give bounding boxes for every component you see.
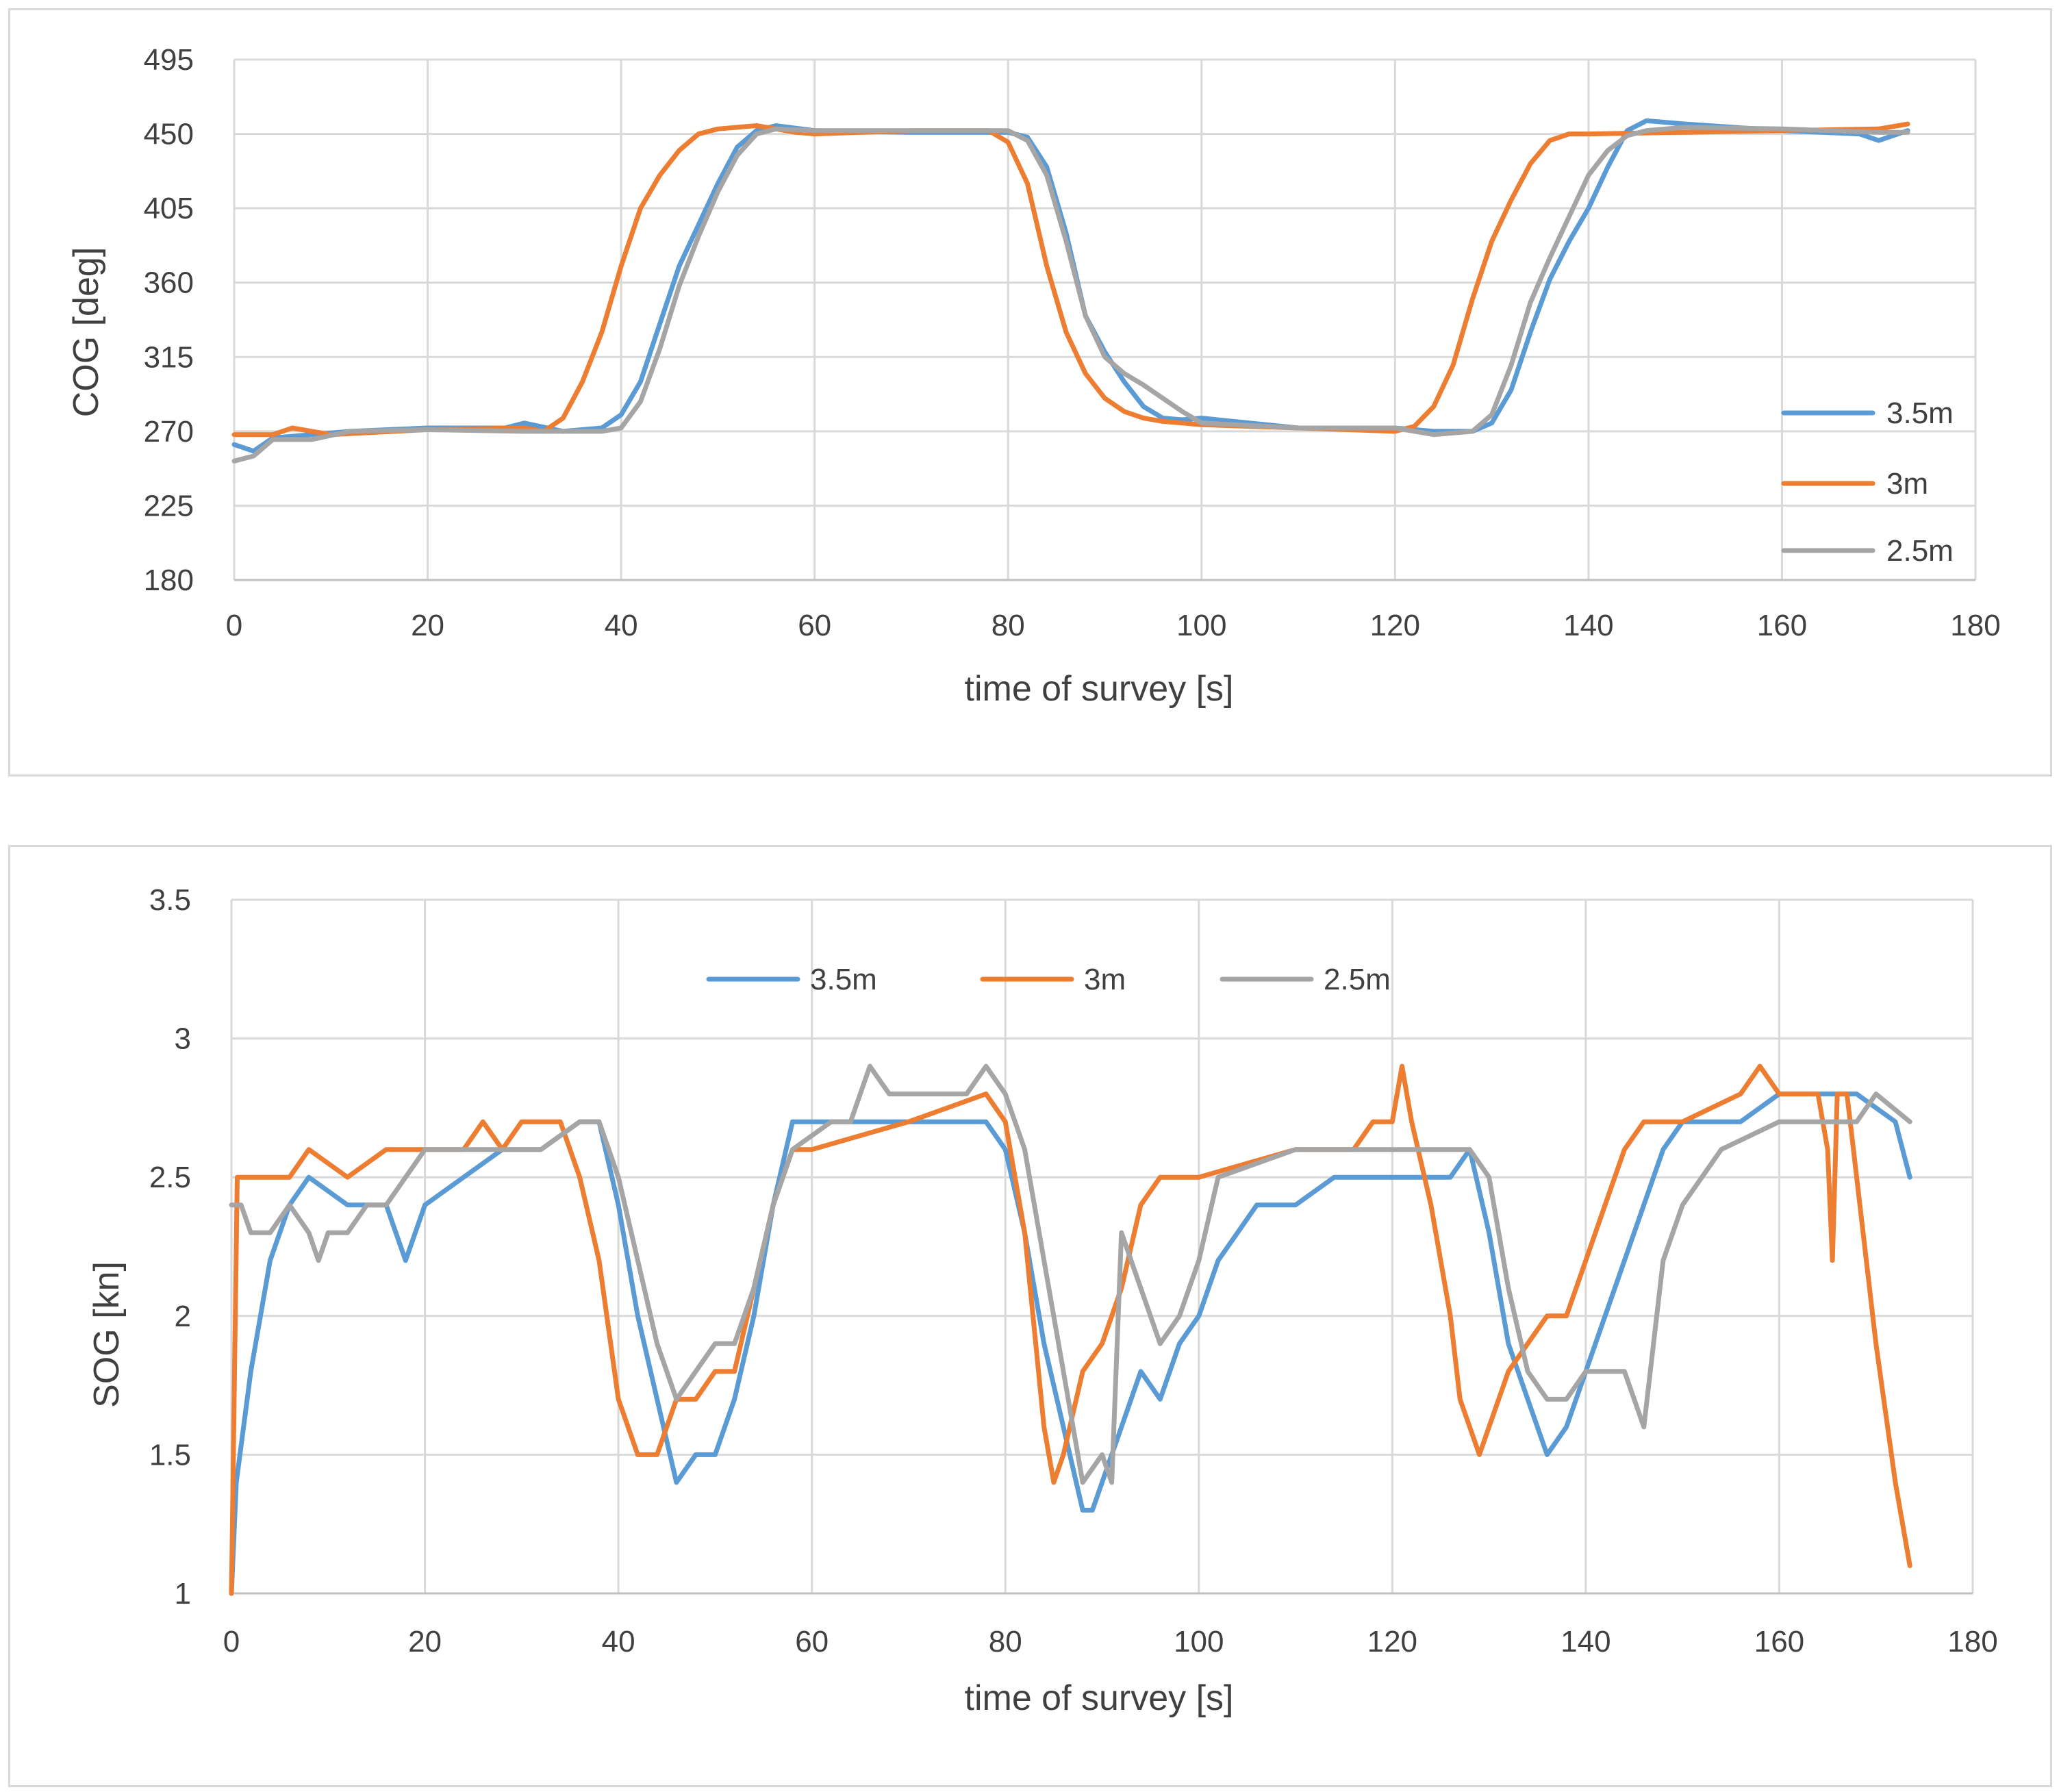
cog-series-line-2_5m xyxy=(231,125,1910,464)
cog-y-ticks: 180 225 270 315 360 405 450 495 xyxy=(144,43,194,597)
sog-legend: 3.5m 3m 2.5m xyxy=(706,963,1391,996)
cog-x-tick-label: 60 xyxy=(798,609,831,642)
cog-series-line-3m xyxy=(231,121,1910,438)
cog-legend-label: 3.5m xyxy=(1886,396,1954,430)
sog-y-tick-label: 2.5 xyxy=(149,1161,191,1194)
cog-legend-label: 3m xyxy=(1886,467,1928,501)
sog-x-tick-label: 0 xyxy=(223,1625,240,1658)
sog-x-tick-label: 120 xyxy=(1367,1625,1417,1658)
cog-x-tick-label: 40 xyxy=(605,609,638,642)
cog-x-tick-label: 0 xyxy=(226,609,242,642)
sog-series-line-3m xyxy=(229,1063,1912,1596)
sog-legend-label: 3.5m xyxy=(810,963,877,996)
sog-x-tick-label: 20 xyxy=(408,1625,442,1658)
sog-x-tick-label: 60 xyxy=(795,1625,829,1658)
cog-legend-label: 2.5m xyxy=(1886,534,1954,568)
cog-x-tick-label: 180 xyxy=(1950,609,2000,642)
cog-x-tick-label: 140 xyxy=(1563,609,1613,642)
cog-x-tick-label: 20 xyxy=(411,609,444,642)
sog-series-line-3_5m xyxy=(229,1091,1912,1596)
cog-x-tick-label: 100 xyxy=(1176,609,1226,642)
cog-x-axis-title: time of survey [s] xyxy=(965,669,1234,709)
cog-x-ticks: 0 20 40 60 80 100 120 140 160 180 xyxy=(226,609,2001,642)
sog-x-tick-label: 80 xyxy=(989,1625,1022,1658)
cog-chart: 180 225 270 315 360 405 450 495 0 20 40 60 80 100 120… xyxy=(66,43,2001,709)
cog-x-tick-label: 160 xyxy=(1757,609,1807,642)
cog-x-tick-label: 120 xyxy=(1370,609,1420,642)
cog-y-tick-label: 495 xyxy=(144,43,194,77)
sog-legend-label: 3m xyxy=(1084,963,1126,996)
cog-y-axis-title: COG [deg] xyxy=(66,247,106,418)
cog-y-tick-label: 270 xyxy=(144,415,194,449)
cog-series xyxy=(231,118,1910,464)
cog-y-tick-label: 450 xyxy=(144,118,194,151)
sog-y-ticks: 1 1.5 2 2.5 3 3.5 xyxy=(149,883,191,1611)
cog-series-line-3_5m xyxy=(231,118,1910,454)
sog-y-tick-label: 3.5 xyxy=(149,883,191,917)
sog-y-tick-label: 1.5 xyxy=(149,1438,191,1472)
sog-x-ticks: 0 20 40 60 80 100 120 140 160 180 xyxy=(223,1625,1998,1658)
cog-y-tick-label: 180 xyxy=(144,564,194,597)
sog-x-tick-label: 180 xyxy=(1947,1625,1997,1658)
sog-y-axis-title: SOG [kn] xyxy=(87,1261,127,1408)
cog-y-tick-label: 225 xyxy=(144,489,194,522)
sog-chart-panel: 1 1.5 2 2.5 3 3.5 0 20 40 60 80 100 120 140 160 180 3.… xyxy=(8,845,2052,1787)
sog-y-tick-label: 2 xyxy=(175,1300,191,1333)
sog-y-tick-label: 3 xyxy=(175,1022,191,1056)
cog-x-tick-label: 80 xyxy=(991,609,1025,642)
sog-series xyxy=(229,1063,1912,1596)
cog-chart-panel: 180 225 270 315 360 405 450 495 0 20 40 60 80 100 120… xyxy=(8,8,2052,777)
cog-gridlines xyxy=(233,58,1977,581)
sog-legend-label: 2.5m xyxy=(1324,963,1391,996)
sog-x-tick-label: 160 xyxy=(1754,1625,1804,1658)
sog-x-tick-label: 100 xyxy=(1174,1625,1224,1658)
sog-x-axis-title: time of survey [s] xyxy=(965,1678,1234,1718)
cog-y-tick-label: 360 xyxy=(144,266,194,300)
sog-series-line-2_5m xyxy=(229,1063,1912,1485)
sog-y-tick-label: 1 xyxy=(175,1577,191,1611)
cog-y-tick-label: 405 xyxy=(144,192,194,225)
cog-y-tick-label: 315 xyxy=(144,340,194,374)
cog-legend: 3.5m 3m 2.5m xyxy=(1781,396,1954,568)
sog-x-tick-label: 140 xyxy=(1561,1625,1610,1658)
sog-chart: 1 1.5 2 2.5 3 3.5 0 20 40 60 80 100 120 140 160 180 3.… xyxy=(87,883,1998,1718)
sog-x-tick-label: 40 xyxy=(602,1625,635,1658)
